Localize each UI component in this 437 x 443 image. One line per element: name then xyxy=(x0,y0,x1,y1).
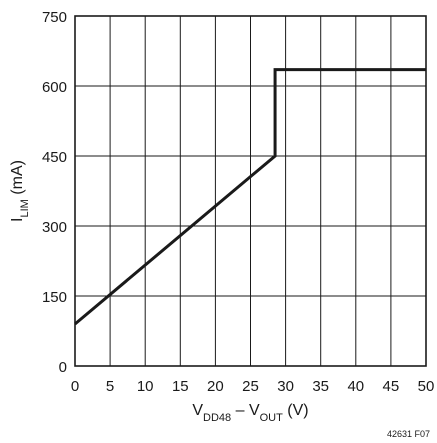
series-ilim-curve xyxy=(74,68,426,326)
y-tick-label-150: 150 xyxy=(42,289,67,306)
x-tick-label-30: 30 xyxy=(277,378,294,395)
y-tick-label-450: 450 xyxy=(42,149,67,166)
x-tick-labels: 0 5 10 15 20 25 30 35 40 45 50 xyxy=(71,378,435,395)
x-tick-label-35: 35 xyxy=(312,378,329,395)
y-tick-label-0: 0 xyxy=(59,359,67,376)
x-tick-label-45: 45 xyxy=(383,378,400,395)
x-tick-label-5: 5 xyxy=(106,378,114,395)
x-tick-label-40: 40 xyxy=(347,378,364,395)
y-tick-label-600: 600 xyxy=(42,79,67,96)
x-tick-label-50: 50 xyxy=(418,378,435,395)
y-axis-title: ILIM (mA) xyxy=(9,160,31,222)
x-tick-label-0: 0 xyxy=(71,378,79,395)
x-tick-label-20: 20 xyxy=(207,378,224,395)
y-tick-label-300: 300 xyxy=(42,219,67,236)
x-tick-label-15: 15 xyxy=(172,378,189,395)
y-tick-labels: 0 150 300 450 600 750 xyxy=(42,9,67,376)
grid-lines xyxy=(75,16,426,366)
x-tick-label-25: 25 xyxy=(242,378,259,395)
y-tick-label-750: 750 xyxy=(42,9,67,26)
figure-id: 42631 F07 xyxy=(387,429,430,439)
x-axis-title: VDD48 – VOUT (V) xyxy=(192,402,308,424)
x-tick-label-10: 10 xyxy=(137,378,154,395)
plot-frame xyxy=(74,15,427,367)
